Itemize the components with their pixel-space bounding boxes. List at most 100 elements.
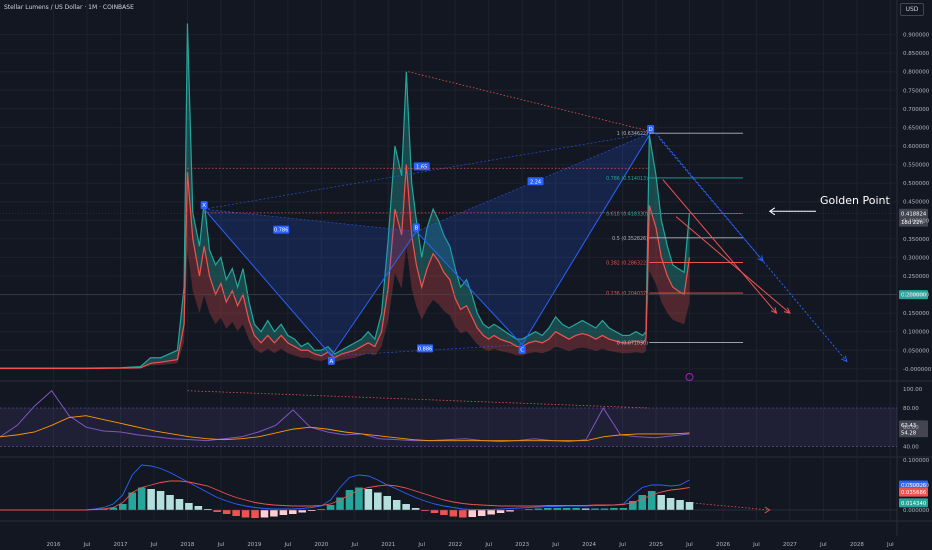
pattern-ratio-box — [417, 344, 434, 353]
pattern-ratio-box — [527, 177, 544, 186]
macd-histogram-bar — [336, 497, 344, 510]
replay-circle-icon — [685, 373, 694, 381]
macd-axis-label-bg — [899, 487, 928, 497]
macd-histogram-bar — [506, 510, 514, 512]
projection-arrow-red-1-head — [770, 307, 778, 315]
macd-histogram-bar — [175, 499, 184, 510]
macd-histogram-bar — [685, 502, 694, 510]
macd-histogram-bar — [194, 506, 203, 510]
golden-point-annotation: Golden Point — [820, 194, 890, 207]
x-tick-label: 2022 — [448, 542, 462, 548]
price-axis-label: 18d 22h — [901, 220, 923, 226]
macd-axis-label: 0.050026 — [901, 483, 927, 489]
pattern-bcd-fill — [416, 133, 651, 345]
macd-histogram-bar — [128, 492, 137, 510]
x-tick-label: Jul — [886, 542, 894, 548]
projection-arrow-blue-near — [658, 138, 764, 262]
macd-histogram-bar — [421, 510, 429, 511]
macd-axis-label-bg — [899, 480, 928, 490]
x-tick-label: 2024 — [582, 542, 596, 548]
macd-histogram-bar — [260, 510, 269, 518]
macd-histogram-bar — [241, 510, 250, 518]
y-tick-label: 0.750000 — [903, 88, 930, 94]
macd-axis-label-bg — [899, 498, 928, 508]
y-tick-label: 0.600000 — [903, 144, 930, 150]
pattern-ratio-label: 1.65 — [416, 164, 427, 170]
x-tick-label: 2020 — [314, 542, 328, 548]
rsi-axis-label-bg — [899, 420, 928, 430]
projection-arrow-blue-far — [655, 132, 848, 362]
x-tick-label: Jul — [83, 542, 91, 548]
golden-point-arrow-head — [768, 207, 776, 216]
macd-histogram-bar — [676, 500, 684, 510]
rsi-panel[interactable]: 62.43 54.28 — [0, 389, 928, 447]
pattern-ratio-label: 2.24 — [530, 179, 541, 185]
y-tick-label: 0.400000 — [903, 218, 930, 224]
x-tick-label: 2027 — [783, 542, 797, 548]
macd-histogram-bar — [270, 510, 278, 517]
macd-histogram-bar — [185, 503, 193, 510]
pattern-point-label: X — [202, 203, 206, 209]
macd-histogram-bar — [411, 508, 420, 510]
y-tick-label: 0.500000 — [903, 181, 930, 187]
rsi-axis-label-bg — [899, 428, 928, 438]
x-tick-label: Jul — [417, 542, 425, 548]
macd-histogram-bar — [525, 509, 533, 510]
macd-histogram-bar — [468, 510, 477, 517]
pattern-point-label: A — [329, 359, 333, 365]
price-axis-label-bg — [899, 217, 928, 227]
macd-histogram-bar — [109, 507, 118, 510]
x-tick-label: Jul — [819, 542, 827, 548]
rsi-tick-label: 60.00 — [903, 425, 919, 431]
macd-histogram-bar — [383, 496, 392, 510]
macd-tick-label: 0.000000 — [903, 508, 930, 514]
signal-line — [0, 480, 690, 511]
macd-histogram-bar — [581, 508, 590, 510]
macd-histogram-bar — [232, 510, 240, 516]
macd-histogram-bar — [562, 508, 571, 510]
macd-histogram-bar — [440, 510, 448, 515]
currency-button[interactable]: USD — [900, 3, 924, 16]
y-tick-label: 0.300000 — [903, 255, 930, 261]
macd-histogram-bar — [222, 510, 231, 514]
y-tick-label: 0.800000 — [903, 70, 930, 76]
macd-histogram-bar — [553, 508, 562, 510]
x-tick-label: Jul — [217, 542, 225, 548]
projection-arrow-red-1 — [662, 179, 777, 314]
projection-arrow-red-2 — [675, 216, 791, 314]
price-panel[interactable]: X A B C D 0.786 1.65 2.24 0.886 1 (0.634622) 0.786… — [0, 23, 928, 381]
macd-histogram-bar — [355, 487, 363, 510]
macd-histogram-bar — [119, 504, 127, 510]
pattern-point-marker — [647, 125, 655, 133]
macd-projection-arrow-head — [764, 506, 771, 514]
macd-histogram-bar — [326, 505, 335, 510]
projection-arrow-blue-near-head — [757, 255, 764, 263]
pattern-xab-fill — [204, 209, 417, 356]
macd-histogram-bar — [477, 510, 486, 516]
y-tick-label: 0.250000 — [903, 274, 930, 280]
y-tick-label: 0.050000 — [903, 348, 930, 354]
macd-histogram-bar — [619, 508, 628, 510]
price-high-line — [0, 23, 691, 369]
macd-histogram-bar — [629, 501, 637, 510]
macd-histogram-bar — [289, 510, 297, 514]
macd-histogram-bar — [147, 489, 155, 510]
macd-tick-label: 0.100000 — [903, 458, 930, 464]
pattern-point-marker — [200, 201, 208, 210]
price-low-line — [0, 164, 691, 370]
pattern-point-label: C — [520, 348, 524, 354]
pattern-ratio-label: 0.886 — [418, 346, 432, 352]
x-tick-label: 2019 — [247, 542, 261, 548]
price-axis-label: 0.200000 — [901, 293, 927, 299]
macd-histogram-bar — [487, 510, 495, 515]
macd-histogram-bar — [657, 495, 665, 510]
macd-tick-label: 0.050000 — [903, 483, 930, 489]
fib-level-label: 0.618 (0.418330) — [606, 211, 648, 217]
pattern-point-marker — [518, 345, 526, 354]
x-tick-label: Jul — [551, 542, 559, 548]
pattern-ratio-box — [273, 225, 290, 234]
macd-histogram-bar — [496, 510, 505, 513]
price-axis-label-bg — [899, 208, 928, 218]
